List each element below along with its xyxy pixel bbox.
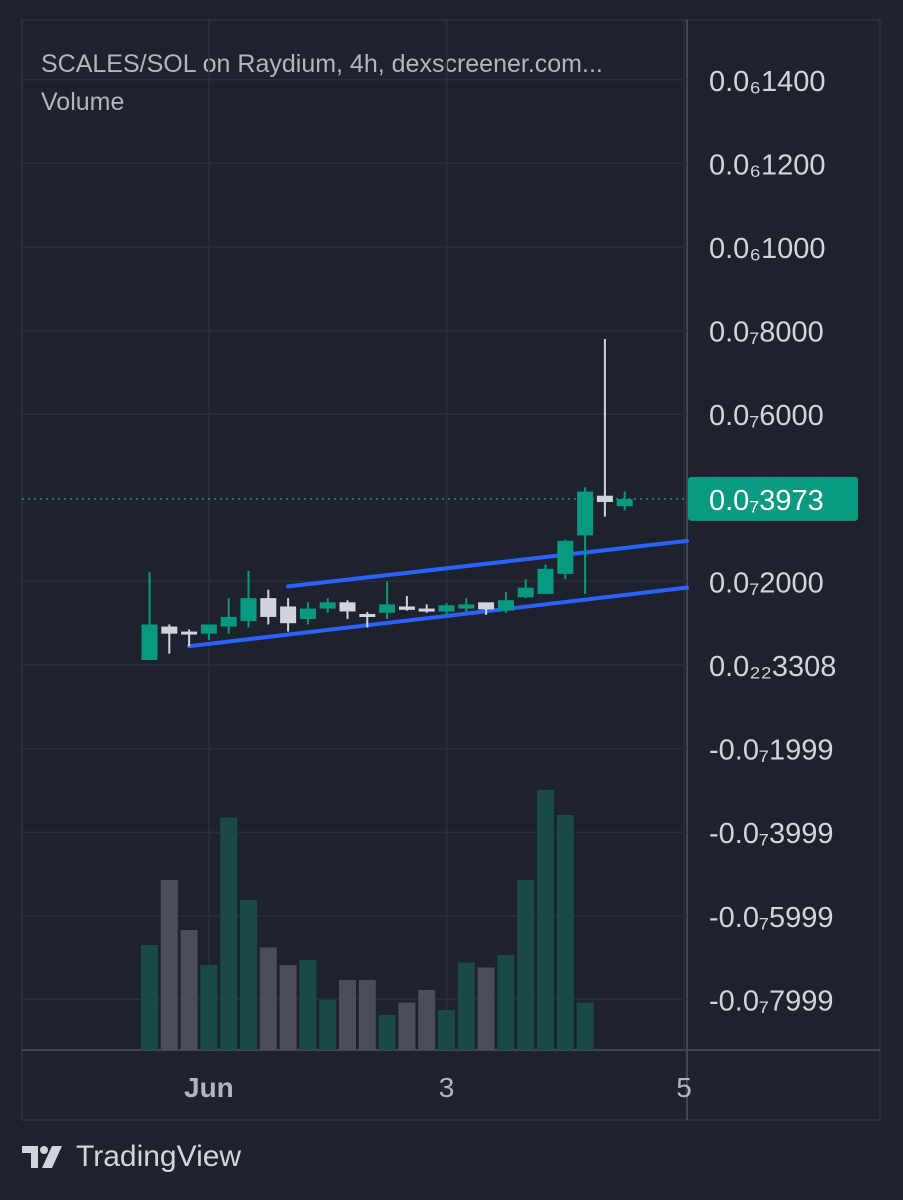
candle-body[interactable] [220, 616, 237, 627]
candle-body[interactable] [339, 602, 356, 612]
candle-body[interactable] [359, 614, 376, 618]
y-tick-label: 0.0₆1400 [709, 66, 826, 98]
candle-body[interactable] [260, 598, 277, 617]
volume-bar [398, 1002, 416, 1050]
y-tick-label: -0.0₇3999 [709, 818, 833, 850]
y-tick-label: -0.0₇5999 [709, 902, 833, 934]
volume-bar [537, 790, 554, 1050]
trendline-lower[interactable] [187, 585, 689, 649]
volume-bar [497, 955, 515, 1050]
volume-bar [141, 945, 158, 1050]
candle-body[interactable] [181, 631, 198, 635]
tradingview-icon [22, 1146, 62, 1168]
candle-body[interactable] [398, 606, 415, 610]
volume-bar [438, 1010, 455, 1050]
volume-bar [358, 980, 376, 1050]
y-tick-label: 0.0₇8000 [709, 317, 824, 349]
volume-label: Volume [41, 88, 125, 116]
candle-body[interactable] [141, 624, 158, 660]
y-tick-label: 0.0₆1000 [709, 233, 826, 265]
trendline-upper[interactable] [286, 538, 689, 589]
y-tick-label: 0.0₇6000 [709, 400, 824, 432]
candle-body[interactable] [299, 608, 316, 620]
volume-bar [279, 965, 297, 1050]
candle-body[interactable] [517, 587, 534, 598]
candle-body[interactable] [418, 608, 435, 612]
volume-bar [517, 880, 535, 1050]
volume-bar [319, 1000, 337, 1050]
chart-frame [21, 19, 881, 1121]
candle-body[interactable] [478, 602, 495, 610]
volume-bar [457, 962, 475, 1050]
y-tick-label: 0.0₇2000 [709, 567, 824, 599]
y-tick-label: 0.0₂₂3308 [709, 651, 836, 683]
volume-bar [259, 947, 277, 1050]
x-tick-label: Jun [184, 1072, 234, 1103]
candle-body[interactable] [537, 568, 554, 594]
volume-bar [160, 880, 178, 1050]
candle-body[interactable] [577, 491, 594, 536]
candle-body[interactable] [438, 605, 455, 612]
volume-bar [556, 815, 574, 1050]
candle-body[interactable] [319, 602, 336, 609]
volume-bar [220, 817, 238, 1050]
volume-bar [418, 990, 436, 1050]
volume-bar [240, 900, 257, 1050]
tradingview-logo[interactable]: TradingView [22, 1140, 241, 1174]
volume-bar [576, 1002, 594, 1050]
candle-body[interactable] [497, 600, 514, 611]
volume-bar [200, 965, 218, 1050]
candle-body[interactable] [379, 604, 396, 613]
candle-body[interactable] [596, 495, 613, 502]
candle-body[interactable] [616, 499, 633, 507]
tradingview-text: TradingView [76, 1140, 242, 1173]
last-price-label: 0.0₇3973 [709, 485, 824, 517]
y-tick-label: -0.0₇7999 [709, 985, 833, 1017]
last-price-badge [688, 476, 858, 521]
candle-body[interactable] [240, 598, 257, 622]
y-tick-label: -0.0₇1999 [709, 735, 833, 767]
candle-body[interactable] [458, 604, 475, 609]
volume-bar [180, 930, 198, 1050]
chart-title: SCALES/SOL on Raydium, 4h, dexscreener.c… [41, 50, 603, 78]
volume-bar [299, 960, 317, 1050]
candle-body[interactable] [280, 606, 297, 624]
volume-bar [378, 1015, 396, 1050]
candle-body[interactable] [161, 626, 178, 634]
candle-body[interactable] [200, 624, 217, 634]
candle-body[interactable] [557, 540, 574, 574]
volume-bar [477, 967, 495, 1050]
y-tick-label: 0.0₆1200 [709, 149, 826, 181]
x-tick-label: 5 [676, 1072, 692, 1103]
volume-bar [339, 980, 356, 1050]
x-tick-label: 3 [439, 1072, 455, 1103]
